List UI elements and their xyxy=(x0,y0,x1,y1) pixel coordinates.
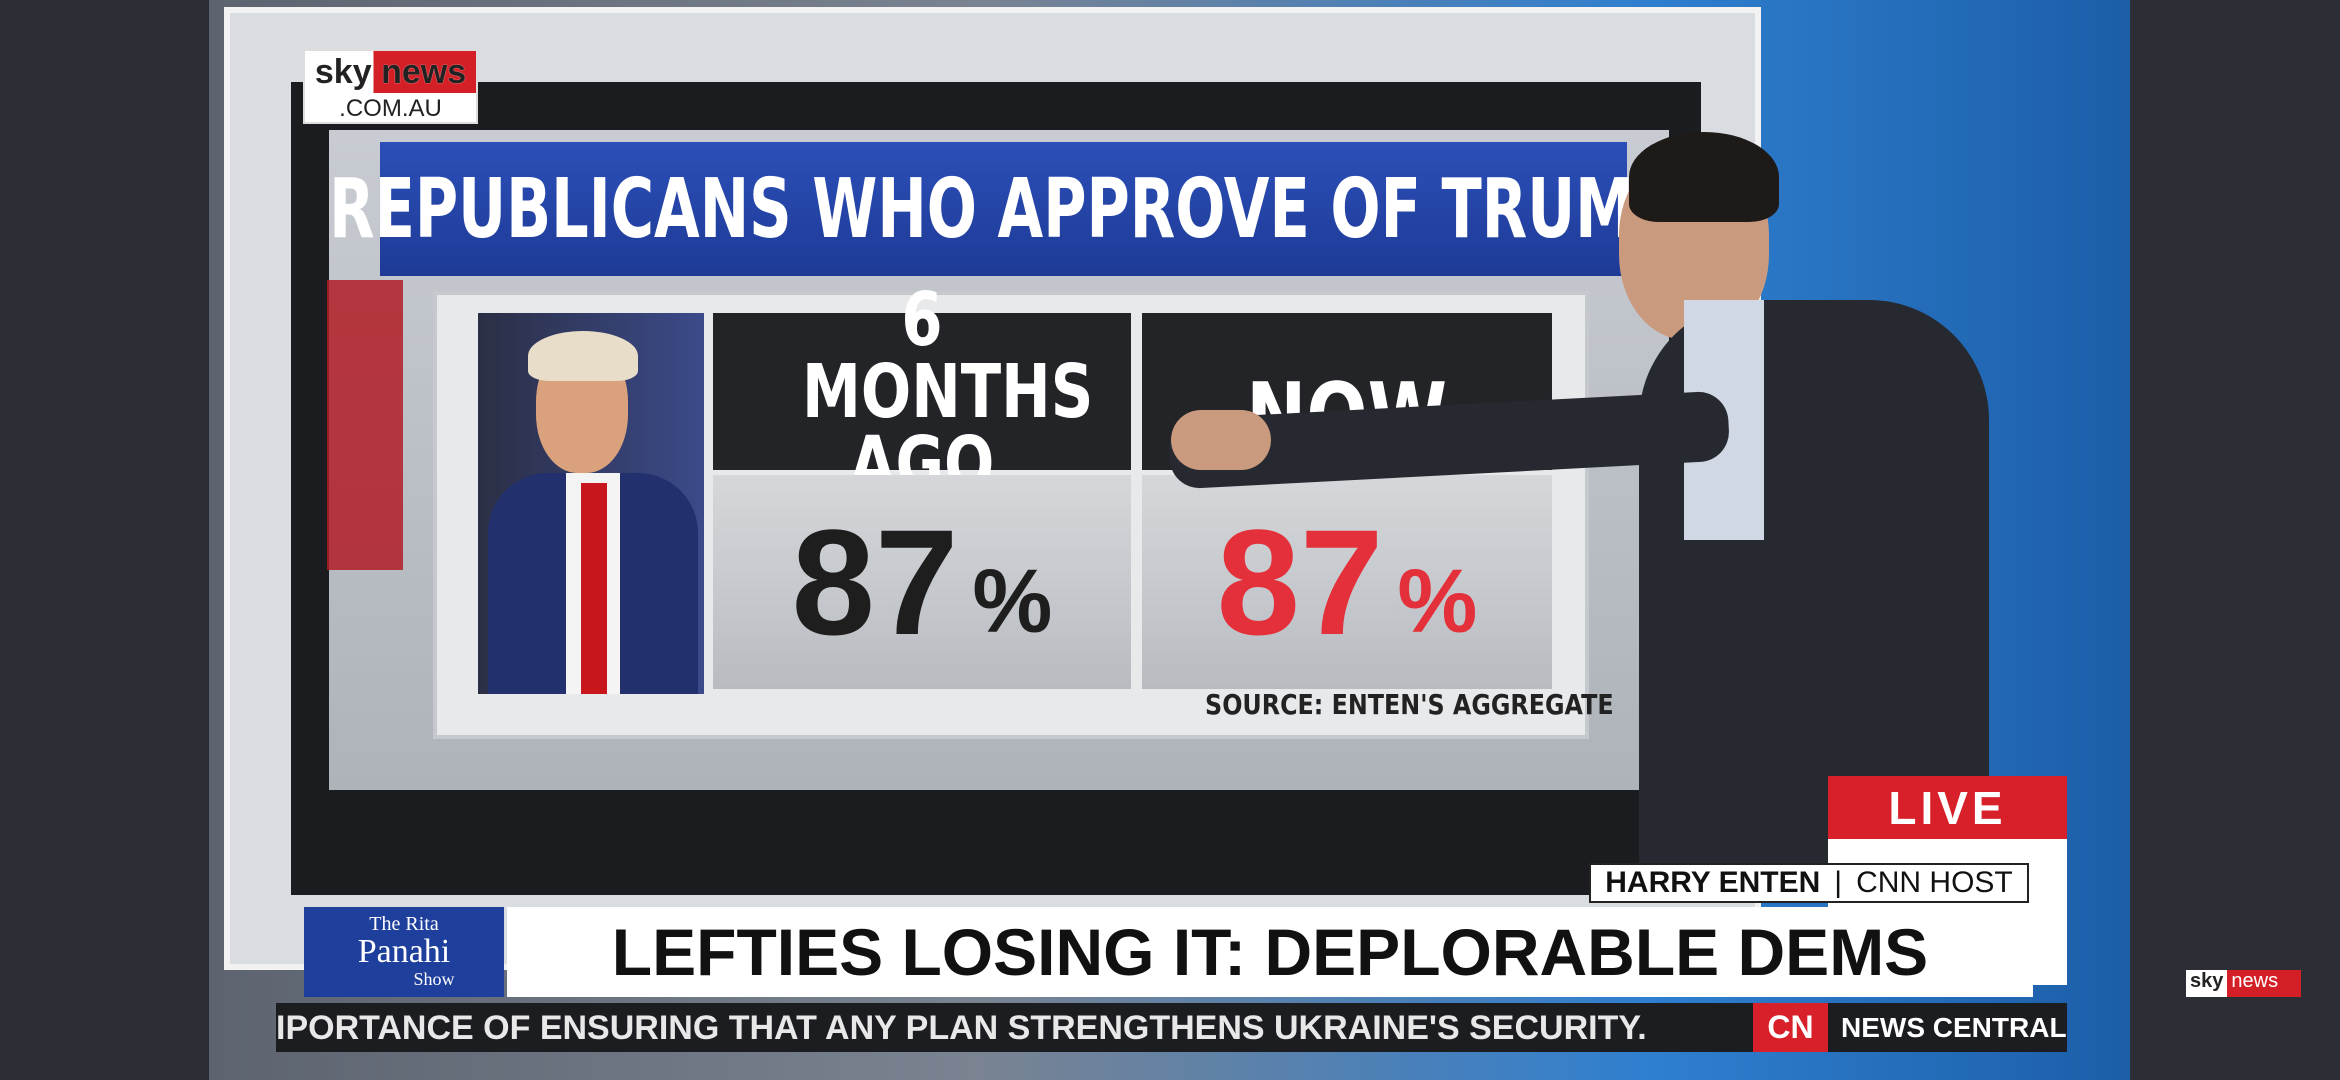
col1-value: 87 xyxy=(791,497,959,666)
presenter-hair xyxy=(1629,132,1779,222)
ticker: IPORTANCE OF ENSURING THAT ANY PLAN STRE… xyxy=(276,1003,2067,1052)
name-strip: HARRY ENTEN | CNN HOST xyxy=(1589,863,2029,903)
presenter-role: CNN HOST xyxy=(1856,866,2013,899)
ticker-text: IPORTANCE OF ENSURING THAT ANY PLAN STRE… xyxy=(276,1009,1647,1047)
headline-bar: LEFTIES LOSING IT: DEPLORABLE DEMS xyxy=(507,907,2033,997)
sky-logo-top: sky news xyxy=(305,51,476,93)
col1-unit: % xyxy=(972,551,1053,652)
corner-news: news xyxy=(2227,970,2301,997)
presenter-name: HARRY ENTEN xyxy=(1605,866,1821,899)
sky-logo: sky news .COM.AU xyxy=(303,49,478,124)
hair xyxy=(528,331,638,381)
show-line2: Panahi xyxy=(357,933,451,970)
corner-logo: sky news xyxy=(2186,970,2301,997)
col1-value-box: 87 % xyxy=(713,475,1131,689)
separator: | xyxy=(1834,866,1843,899)
graphic-title: REPUBLICANS WHO APPROVE OF TRUMP xyxy=(329,161,1678,257)
sky-brand: sky news xyxy=(314,52,467,91)
source: SOURCE: ENTEN'S AGGREGATE xyxy=(1205,688,1614,721)
show-logo: The Rita Panahi Show xyxy=(304,907,504,997)
col2-value-box: 87 % xyxy=(1142,475,1552,689)
corner-sky: sky xyxy=(2186,970,2228,997)
show-line3: Show xyxy=(413,969,455,989)
live: LIVE xyxy=(1888,781,2007,834)
network-logo: CN xyxy=(1753,1003,1828,1052)
photo xyxy=(478,313,704,694)
live-box: LIVE xyxy=(1828,776,2067,839)
video: REPUBLICANS WHO APPROVE OF TRUMP 6 MONTH… xyxy=(209,0,2130,1080)
sky-domain: .COM.AU xyxy=(339,95,442,122)
show-line1: The Rita xyxy=(369,913,439,935)
title-banner: REPUBLICANS WHO APPROVE OF TRUMP xyxy=(329,142,1678,276)
network: CN xyxy=(1767,1009,1814,1045)
menu xyxy=(327,280,403,570)
headline: LEFTIES LOSING IT: DEPLORABLE DEMS xyxy=(611,915,1929,989)
channel: NEWS CENTRAL xyxy=(1841,1012,2067,1043)
tie xyxy=(581,483,607,694)
col1-label: 6 MONTHS AGO xyxy=(802,276,1094,507)
col1-header: 6 MONTHS AGO xyxy=(713,283,1131,501)
presenter-hand xyxy=(1171,410,1271,470)
col2-value: 87 xyxy=(1216,497,1384,666)
col2-unit: % xyxy=(1397,551,1478,652)
